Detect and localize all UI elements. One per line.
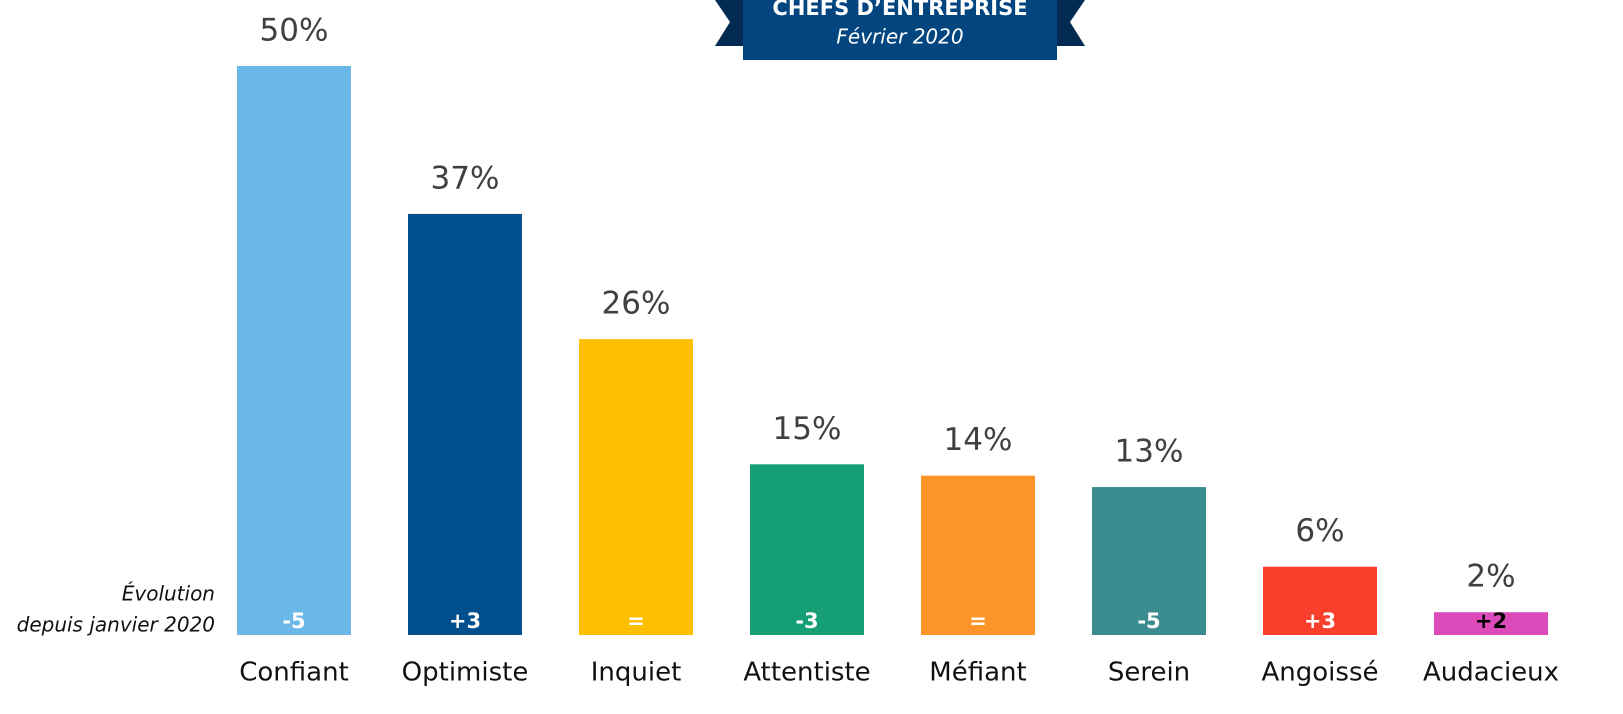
- value-label: 13%: [1115, 434, 1184, 470]
- x-tick-label: Angoissé: [1262, 658, 1379, 688]
- x-tick-label: Inquiet: [591, 658, 682, 688]
- bar: [921, 475, 1035, 635]
- bar: [1092, 487, 1206, 635]
- annotation: Évolution: [122, 582, 215, 606]
- annotation: depuis janvier 2020: [17, 613, 215, 637]
- value-label: 14%: [944, 422, 1013, 458]
- x-tick-label: Méfiant: [929, 658, 1026, 688]
- change-label: -5: [1137, 609, 1160, 633]
- change-label: +3: [449, 609, 481, 633]
- banner: [743, 0, 1057, 60]
- change-label: +2: [1475, 609, 1507, 633]
- change-label: -5: [282, 609, 305, 633]
- bar: [1263, 566, 1377, 635]
- x-tick-label: Audacieux: [1423, 658, 1559, 688]
- change-label: =: [627, 609, 645, 633]
- bar: [750, 464, 864, 635]
- chart-subtitle: Février 2020: [836, 25, 963, 49]
- x-tick-label: Serein: [1108, 658, 1190, 688]
- change-label: +3: [1304, 609, 1336, 633]
- x-tick-label: Attentiste: [743, 658, 870, 688]
- change-label: =: [969, 609, 987, 633]
- bar: [579, 339, 693, 635]
- change-label: -3: [795, 609, 818, 633]
- value-label: 6%: [1295, 513, 1344, 549]
- bar: [237, 66, 351, 635]
- value-label: 2%: [1466, 559, 1515, 595]
- value-label: 50%: [260, 13, 329, 49]
- bar: [1434, 612, 1548, 635]
- x-tick-label: Optimiste: [402, 658, 529, 688]
- bar: [408, 213, 522, 635]
- value-label: 26%: [602, 286, 671, 322]
- x-tick-label: Confiant: [239, 658, 349, 688]
- value-label: 37%: [431, 160, 500, 196]
- value-label: 15%: [773, 411, 842, 447]
- chart-title: CHEFS D’ENTREPRISE: [772, 0, 1027, 20]
